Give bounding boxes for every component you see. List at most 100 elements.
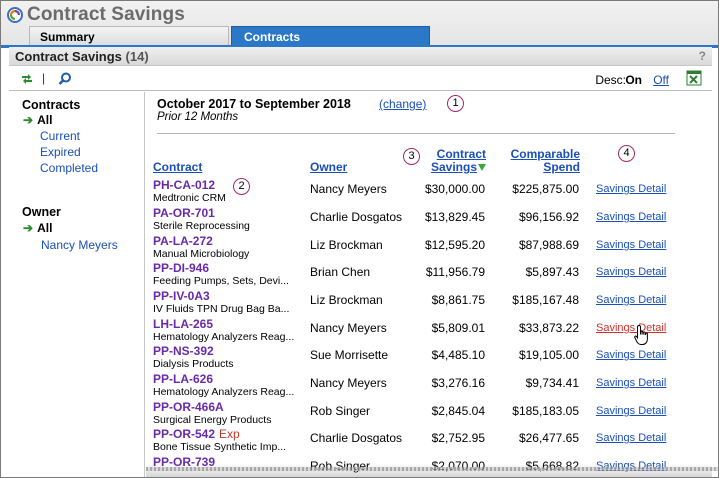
callout-4: 4 xyxy=(618,145,635,162)
comparable-spend-value: $33,873.22 xyxy=(518,321,579,335)
contract-savings-value: $8,861.75 xyxy=(431,293,485,307)
contract-code-link[interactable]: PH-CA-012 xyxy=(153,178,219,192)
section-count: (14) xyxy=(125,49,149,64)
contract-savings-value: $2,752.95 xyxy=(431,431,485,445)
contract-code: PH-CA-012 xyxy=(153,178,216,192)
column-header-owner[interactable]: Owner xyxy=(310,160,348,174)
filter-contracts-all[interactable]: ➔ All xyxy=(23,113,52,127)
column-header-comparable-spend[interactable]: Comparable Spend xyxy=(490,148,580,174)
toolbar-separator: | xyxy=(42,71,46,85)
owner-name: Nancy Meyers xyxy=(310,182,387,196)
savings-detail-link[interactable]: Savings Detail xyxy=(596,211,667,223)
desc-off-link[interactable]: Off xyxy=(653,73,669,87)
arrow-right-icon: ➔ xyxy=(23,113,34,127)
contract-code-link[interactable]: PP-OR-466A xyxy=(153,400,228,414)
contract-code: PP-NS-392 xyxy=(153,344,214,358)
contract-code: PA-OR-701 xyxy=(153,206,215,220)
filter-contracts-expired[interactable]: Expired xyxy=(40,145,81,159)
comparable-spend-value: $26,477.65 xyxy=(518,431,579,445)
contract-savings-value: $12,595.20 xyxy=(424,238,485,252)
search-icon[interactable] xyxy=(57,71,73,87)
savings-detail-link[interactable]: Savings Detail xyxy=(596,349,667,361)
table-row: PA-OR-701 Sterile Reprocessing Charlie D… xyxy=(146,206,712,234)
period-subtitle: Prior 12 Months xyxy=(157,111,239,123)
contract-description: Surgical Energy Products xyxy=(153,414,272,426)
contract-description: Bone Tissue Synthetic Imp... xyxy=(153,441,287,453)
table-row: PP-LA-626 Hematology Analyzers Reag... N… xyxy=(146,372,712,400)
contract-code-link[interactable]: PP-OR-739 xyxy=(153,455,219,469)
filter-owner-all-label: All xyxy=(37,221,53,235)
change-period-link[interactable]: (change) xyxy=(379,97,427,111)
refresh-arrows-icon[interactable] xyxy=(19,71,35,87)
desc-label: Desc: xyxy=(595,73,626,87)
help-button[interactable]: ? xyxy=(698,49,706,63)
contract-description: Hematology Analyzers Reag... xyxy=(153,331,295,343)
comparable-spend-value: $87,988.69 xyxy=(518,238,579,252)
divider xyxy=(157,133,675,134)
contract-savings-value: $13,829.45 xyxy=(424,210,485,224)
filter-owner-nancy-meyers[interactable]: Nancy Meyers xyxy=(41,238,118,252)
comparable-spend-value: $185,167.48 xyxy=(512,293,579,307)
tab-summary[interactable]: Summary xyxy=(29,26,229,46)
owner-name: Nancy Meyers xyxy=(310,321,387,335)
contract-description: Sterile Reprocessing xyxy=(153,220,250,232)
savings-header-line2: Savings xyxy=(430,160,477,174)
contract-code-link[interactable]: PA-OR-701 xyxy=(153,206,219,220)
savings-detail-link[interactable]: Savings Detail xyxy=(596,432,667,444)
owner-name: Brian Chen xyxy=(310,265,371,279)
comparable-spend-value: $96,156.92 xyxy=(518,210,579,224)
filter-owner-heading: Owner xyxy=(22,205,61,219)
savings-detail-link[interactable]: Savings Detail xyxy=(596,294,667,306)
savings-detail-link[interactable]: Savings Detail xyxy=(596,239,667,251)
contract-savings-value: $4,485.10 xyxy=(431,348,485,362)
contract-code: PP-OR-466A xyxy=(153,400,224,414)
owner-name: Charlie Dosgatos xyxy=(310,210,403,224)
callout-1: 1 xyxy=(447,95,464,112)
contract-savings-value: $30,000.00 xyxy=(424,182,485,196)
savings-detail-link[interactable]: Savings Detail xyxy=(596,377,667,389)
column-header-contract-savings[interactable]: Contract Savings xyxy=(411,148,486,174)
contract-code-link[interactable]: PP-OR-542 Exp xyxy=(153,427,240,441)
savings-detail-link[interactable]: Savings Detail xyxy=(596,322,667,334)
contract-code: PP-LA-626 xyxy=(153,372,214,386)
contract-code-link[interactable]: PA-LA-272 xyxy=(153,234,217,248)
toolbar: | Desc: On Off xyxy=(9,67,712,91)
comparable-spend-value: $19,105.00 xyxy=(518,348,579,362)
excel-export-icon[interactable] xyxy=(686,70,702,86)
comparable-spend-value: $225,875.00 xyxy=(512,182,579,196)
comparable-spend-value: $185,183.05 xyxy=(512,404,579,418)
savings-detail-link[interactable]: Savings Detail xyxy=(596,266,667,278)
torn-edge xyxy=(146,467,718,471)
filter-contracts-heading: Contracts xyxy=(22,98,81,112)
contract-code-link[interactable]: PP-DI-946 xyxy=(153,261,213,275)
owner-name: Liz Brockman xyxy=(310,293,383,307)
savings-detail-link[interactable]: Savings Detail xyxy=(596,183,667,195)
contract-description: Manual Microbiology xyxy=(153,248,250,260)
owner-name: Nancy Meyers xyxy=(310,376,387,390)
table-row: PP-OR-466A Surgical Energy Products Rob … xyxy=(146,400,712,428)
tab-contracts[interactable]: Contracts xyxy=(231,26,430,46)
section-header: Contract Savings (14) ? xyxy=(9,47,712,66)
contract-code-link[interactable]: PP-NS-392 xyxy=(153,344,218,358)
contract-description: Feeding Pumps, Sets, Devi... xyxy=(153,275,289,287)
filter-contracts-all-label: All xyxy=(37,113,53,127)
contract-code-link[interactable]: PP-LA-626 xyxy=(153,372,217,386)
callout-2: 2 xyxy=(233,178,250,195)
contract-code-link[interactable]: PP-IV-0A3 xyxy=(153,289,214,303)
savings-detail-link[interactable]: Savings Detail xyxy=(596,405,667,417)
contract-savings-value: $11,956.79 xyxy=(425,265,485,279)
table-row: PP-OR-542 Exp Bone Tissue Synthetic Imp..… xyxy=(146,427,712,455)
table-row: PP-DI-946 Feeding Pumps, Sets, Devi... B… xyxy=(146,261,712,289)
filter-contracts-current[interactable]: Current xyxy=(40,129,81,143)
arrow-right-icon: ➔ xyxy=(23,221,34,235)
table-row: PP-IV-0A3 IV Fluids TPN Drug Bag Ba... L… xyxy=(146,289,712,317)
filter-owner-all[interactable]: ➔ All xyxy=(23,221,52,235)
table-row: PA-LA-272 Manual Microbiology Liz Brockm… xyxy=(146,234,712,262)
contract-savings-value: $2,845.04 xyxy=(431,404,485,418)
spend-header-line2: Spend xyxy=(543,160,580,174)
callout-3: 3 xyxy=(403,148,420,165)
contract-code-link[interactable]: LH-LA-265 xyxy=(153,317,217,331)
filter-contracts-completed[interactable]: Completed xyxy=(40,161,99,175)
column-header-contract[interactable]: Contract xyxy=(153,160,203,174)
contract-code: PP-OR-739 xyxy=(153,455,216,469)
